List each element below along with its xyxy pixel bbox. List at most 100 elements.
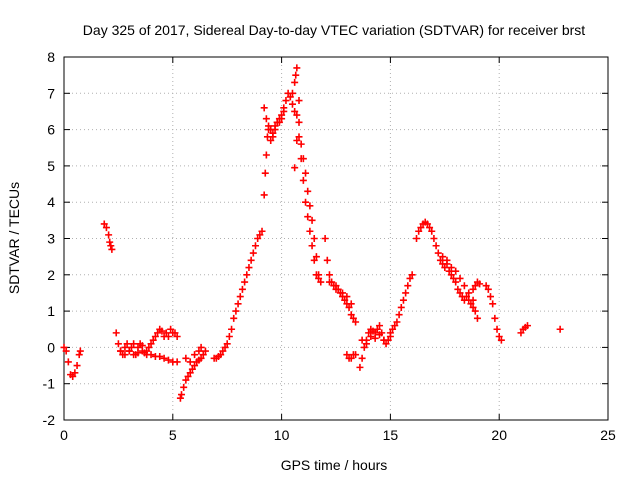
data-point [217, 351, 225, 359]
data-point [291, 164, 299, 172]
data-point [349, 314, 357, 322]
data-point [121, 343, 129, 351]
data-point [334, 285, 342, 293]
data-point [406, 274, 414, 282]
y-tick-label: 8 [47, 49, 55, 65]
data-point [234, 300, 242, 308]
y-tick-label: 7 [47, 85, 55, 101]
data-point [356, 363, 364, 371]
data-point [325, 271, 333, 279]
data-point [484, 285, 492, 293]
data-point [260, 191, 268, 199]
data-point [308, 216, 316, 224]
data-point [434, 249, 442, 257]
x-tick-label: 0 [60, 427, 68, 443]
data-point [469, 296, 477, 304]
data-point [265, 122, 273, 130]
data-point [365, 329, 373, 337]
data-point [343, 293, 351, 301]
data-point [123, 340, 131, 348]
data-point [443, 256, 451, 264]
data-point [332, 282, 340, 290]
data-point [75, 351, 83, 359]
data-point [347, 354, 355, 362]
data-point [199, 351, 207, 359]
data-point [517, 329, 525, 337]
data-point [476, 280, 484, 288]
data-point [367, 333, 375, 341]
data-point [260, 104, 268, 112]
data-point [180, 383, 188, 391]
y-tick-label: 1 [47, 303, 55, 319]
data-point [399, 296, 407, 304]
data-point [450, 274, 458, 282]
data-point [254, 235, 262, 242]
data-point [173, 333, 181, 341]
data-point [262, 151, 270, 159]
data-point [130, 351, 138, 359]
data-point [158, 327, 166, 335]
data-point [297, 155, 305, 163]
data-point [267, 136, 275, 144]
data-point [306, 227, 314, 235]
data-point [304, 187, 312, 195]
data-point [376, 322, 384, 330]
data-point [447, 264, 455, 272]
data-point [473, 314, 481, 322]
data-point [497, 336, 505, 344]
data-point [293, 111, 301, 119]
data-point [243, 271, 251, 279]
data-point [249, 249, 257, 257]
data-point [302, 169, 310, 177]
data-point [112, 329, 120, 337]
data-point [454, 285, 462, 293]
data-point [347, 311, 355, 319]
data-point [360, 343, 368, 351]
data-point [299, 176, 307, 184]
data-point [306, 202, 314, 210]
data-point [339, 289, 347, 297]
data-point [463, 293, 471, 301]
data-point [230, 314, 238, 322]
data-point [162, 329, 170, 337]
data-point [127, 343, 135, 351]
data-point [404, 282, 412, 290]
data-point [395, 311, 403, 319]
data-point [556, 325, 564, 333]
data-point [151, 333, 159, 341]
data-point [343, 351, 351, 359]
data-point [149, 336, 157, 344]
data-point [456, 289, 464, 297]
data-point [408, 271, 416, 279]
data-point [465, 289, 473, 297]
data-point [452, 278, 460, 286]
data-point [415, 227, 423, 235]
data-point [321, 235, 329, 242]
data-point [201, 347, 209, 355]
data-point [106, 238, 114, 246]
data-point [471, 282, 479, 290]
y-tick-label: -1 [43, 376, 56, 392]
data-point [134, 349, 142, 357]
data-point [292, 71, 300, 79]
y-tick-label: -2 [43, 412, 56, 428]
data-point [71, 369, 79, 377]
data-point [312, 271, 320, 279]
data-point [436, 256, 444, 264]
data-point [114, 340, 122, 348]
data-point [164, 356, 172, 364]
data-point [262, 115, 270, 123]
data-point [228, 325, 236, 333]
data-point [282, 97, 290, 105]
data-point [62, 347, 70, 355]
x-axis-label: GPS time / hours [281, 457, 388, 473]
data-point [223, 340, 231, 348]
data-point [310, 256, 318, 264]
data-point [310, 235, 318, 242]
axis-ticks: 0 5 10 15 20 25 -2 -1 0 1 2 3 4 5 6 7 8 [43, 49, 616, 443]
data-point [469, 285, 477, 293]
data-point [247, 256, 255, 264]
data-point [482, 282, 490, 290]
data-point [304, 213, 312, 221]
data-point [291, 107, 299, 115]
